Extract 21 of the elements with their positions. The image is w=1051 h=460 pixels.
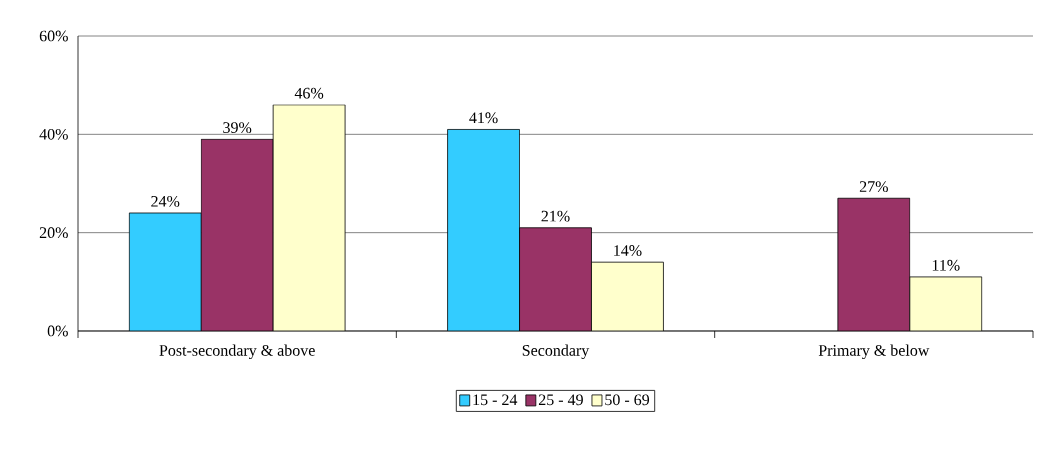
- legend-label: 25 - 49: [538, 394, 583, 406]
- data-label: 14%: [614, 245, 642, 256]
- x-tick-label: Primary & below: [818, 344, 930, 360]
- data-label: 11%: [932, 259, 960, 271]
- data-label: 21%: [541, 210, 570, 222]
- data-label: 41%: [469, 112, 498, 124]
- y-tick-label: 40%: [39, 128, 68, 140]
- x-tick-label: Post-secondary & above: [159, 344, 315, 360]
- data-label: 39%: [223, 122, 252, 134]
- data-label: 24%: [151, 195, 180, 207]
- bar: [591, 262, 664, 331]
- data-label: 27%: [859, 181, 888, 193]
- legend-label: 50 - 69: [605, 394, 650, 406]
- y-tick-label: 20%: [39, 227, 68, 239]
- data-label: 46%: [294, 87, 324, 99]
- x-tick-label: Secondary: [522, 344, 590, 360]
- y-tick-label: 60%: [39, 30, 68, 42]
- bar: [273, 104, 346, 331]
- legend-label: 15 - 24: [473, 394, 518, 406]
- bar: [909, 276, 983, 331]
- y-tick-label: 0%: [47, 325, 68, 337]
